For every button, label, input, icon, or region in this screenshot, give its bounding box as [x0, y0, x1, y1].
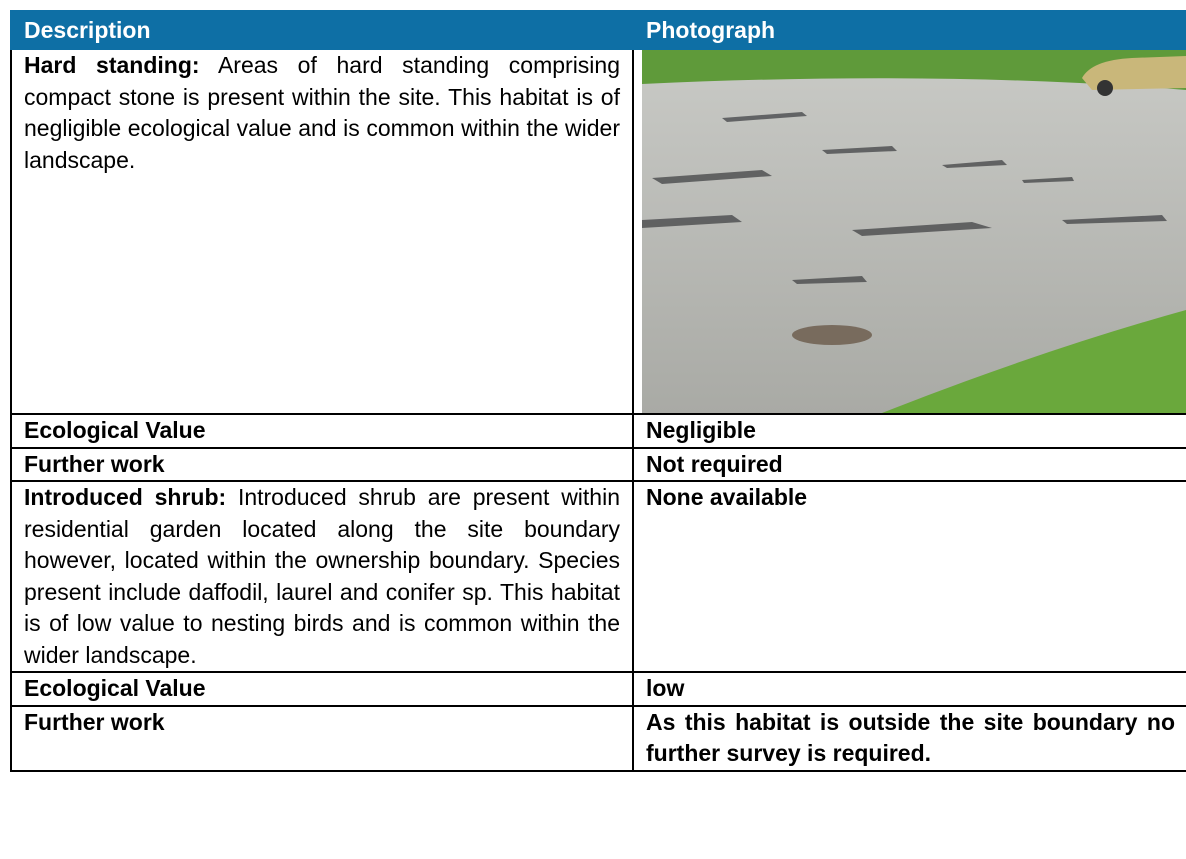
label-cell: Ecological Value	[10, 413, 634, 449]
value-cell: Not required	[632, 446, 1186, 482]
photo-note: None available	[632, 480, 1186, 673]
row: Ecological Value low	[10, 671, 1186, 707]
habitat-name: Hard standing:	[24, 52, 200, 78]
value-cell: As this habitat is outside the site boun…	[632, 704, 1186, 772]
row: Ecological Value Negligible	[10, 413, 1186, 449]
row: Hard standing: Areas of hard standing co…	[10, 48, 1186, 415]
label-cell: Further work	[10, 704, 634, 772]
habitat-text: Areas of hard standing comprising compac…	[24, 52, 620, 173]
row: Introduced shrub: Introduced shrub are p…	[10, 480, 1186, 673]
label-cell: Ecological Value	[10, 671, 634, 707]
value-cell: low	[632, 671, 1186, 707]
value-cell: Negligible	[632, 413, 1186, 449]
header-row: Description Photograph	[10, 10, 1186, 50]
description-cell: Introduced shrub: Introduced shrub are p…	[10, 480, 634, 673]
site-photo	[642, 51, 1186, 412]
header-cell: Description	[10, 10, 634, 50]
label-cell: Further work	[10, 446, 634, 482]
habitat-name: Introduced shrub:	[24, 484, 227, 510]
habitat-text: Introduced shrub are present within resi…	[24, 484, 621, 668]
row: Further work As this habitat is outside …	[10, 704, 1186, 772]
photo-cell	[632, 48, 1186, 415]
row: Further work Not required	[10, 446, 1186, 482]
habitat-table: Description Photograph Hard standing: Ar…	[10, 10, 1186, 772]
header-cell: Photograph	[632, 10, 1186, 50]
description-cell: Hard standing: Areas of hard standing co…	[10, 48, 634, 415]
